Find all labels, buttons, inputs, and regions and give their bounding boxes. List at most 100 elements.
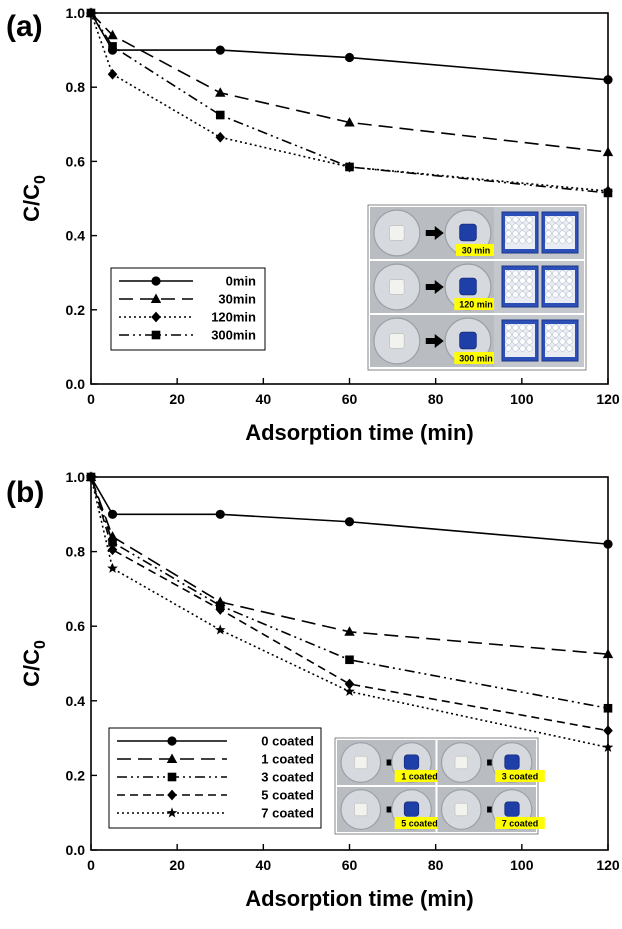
inset-label: 1 coated [401, 772, 438, 782]
series-300min [86, 8, 613, 198]
data-point-diamond [344, 678, 355, 690]
bead [505, 223, 512, 230]
bead [552, 237, 559, 244]
inset-label: 3 coated [502, 772, 539, 782]
bead [519, 345, 526, 352]
bead [512, 291, 519, 298]
bead [566, 291, 573, 298]
series-7-coated [85, 471, 614, 752]
inset-label: 300 min [459, 354, 493, 364]
bead [552, 230, 559, 237]
bead [566, 331, 573, 338]
data-point-diamond [215, 131, 226, 143]
bead [526, 237, 533, 244]
bead [505, 324, 512, 331]
y-tick-label: 0.4 [66, 228, 86, 244]
bead [559, 345, 566, 352]
bead [512, 338, 519, 345]
bead [519, 331, 526, 338]
y-tick-label: 0.8 [66, 544, 86, 560]
data-point-diamond [603, 725, 613, 737]
data-point-circle [344, 52, 355, 63]
legend-marker-triangle [166, 753, 178, 763]
bead [545, 331, 552, 338]
bead [559, 237, 566, 244]
bead [505, 237, 512, 244]
legend-marker-triangle [150, 293, 162, 303]
legend-label: 0min [226, 274, 256, 289]
bead [505, 284, 512, 291]
x-tick-label: 60 [342, 857, 358, 873]
y-tick-label: 1.0 [66, 5, 86, 21]
bead [545, 237, 552, 244]
bead [512, 277, 519, 284]
data-point-triangle [344, 626, 355, 636]
series-line [90, 476, 609, 710]
bead [512, 223, 519, 230]
white-sponge [454, 802, 468, 817]
data-point-square [603, 703, 613, 713]
data-point-triangle [602, 648, 614, 659]
bead [559, 338, 566, 345]
white-sponge [354, 755, 368, 770]
data-point-circle [603, 539, 613, 549]
bead [526, 230, 533, 237]
bead [552, 338, 559, 345]
arrow-icon [425, 226, 444, 240]
blue-sponge [459, 331, 477, 350]
bead [559, 284, 566, 291]
legend-marker-circle [167, 736, 177, 746]
bead [566, 338, 573, 345]
series-3-coated [86, 472, 613, 713]
data-point-star [344, 685, 355, 697]
data-point-square [215, 110, 225, 120]
bead [552, 331, 559, 338]
bead [505, 230, 512, 237]
x-tick-label: 100 [510, 391, 534, 407]
bead [526, 324, 533, 331]
y-tick-label: 0.8 [66, 79, 86, 95]
data-point-circle [107, 509, 118, 519]
white-sponge [389, 279, 405, 295]
bead [545, 270, 552, 277]
x-tick-label: 80 [428, 391, 444, 407]
bead [559, 230, 566, 237]
data-point-square [345, 655, 354, 665]
inset-photo: 1 coated 3 coated 5 coated 7 coated [334, 737, 545, 835]
legend: 0 coated 1 coated 3 coated 5 coated 7 coated [108, 727, 322, 829]
bead [552, 345, 559, 352]
x-tick-label: 20 [169, 391, 185, 407]
inset-label: 120 min [459, 300, 493, 310]
y-tick-label: 0.6 [66, 618, 86, 634]
bead [519, 270, 526, 277]
bead [519, 230, 526, 237]
bead [566, 216, 573, 223]
blue-sponge [504, 801, 520, 817]
data-point-star [85, 471, 97, 482]
legend-label: 300min [211, 328, 256, 343]
bead [552, 270, 559, 277]
x-tick-label: 60 [342, 391, 358, 407]
x-tick-label: 120 [596, 391, 620, 407]
y-tick-label: 0.2 [66, 302, 86, 318]
blue-sponge [459, 223, 477, 242]
legend-label: 30min [218, 292, 256, 307]
bead [545, 216, 552, 223]
bead [545, 284, 552, 291]
y-tick-label: 0.2 [66, 767, 86, 783]
bead [559, 216, 566, 223]
data-point-star [214, 624, 226, 635]
legend-marker-circle [151, 276, 161, 286]
bead [526, 223, 533, 230]
bead [512, 331, 519, 338]
bead [545, 345, 552, 352]
bead [512, 324, 519, 331]
series-30min [85, 7, 614, 157]
legend-label: 5 coated [261, 788, 314, 803]
series-5-coated [86, 471, 613, 737]
bead [545, 223, 552, 230]
bead [545, 291, 552, 298]
bead [526, 284, 533, 291]
bead [566, 237, 573, 244]
bead [559, 291, 566, 298]
